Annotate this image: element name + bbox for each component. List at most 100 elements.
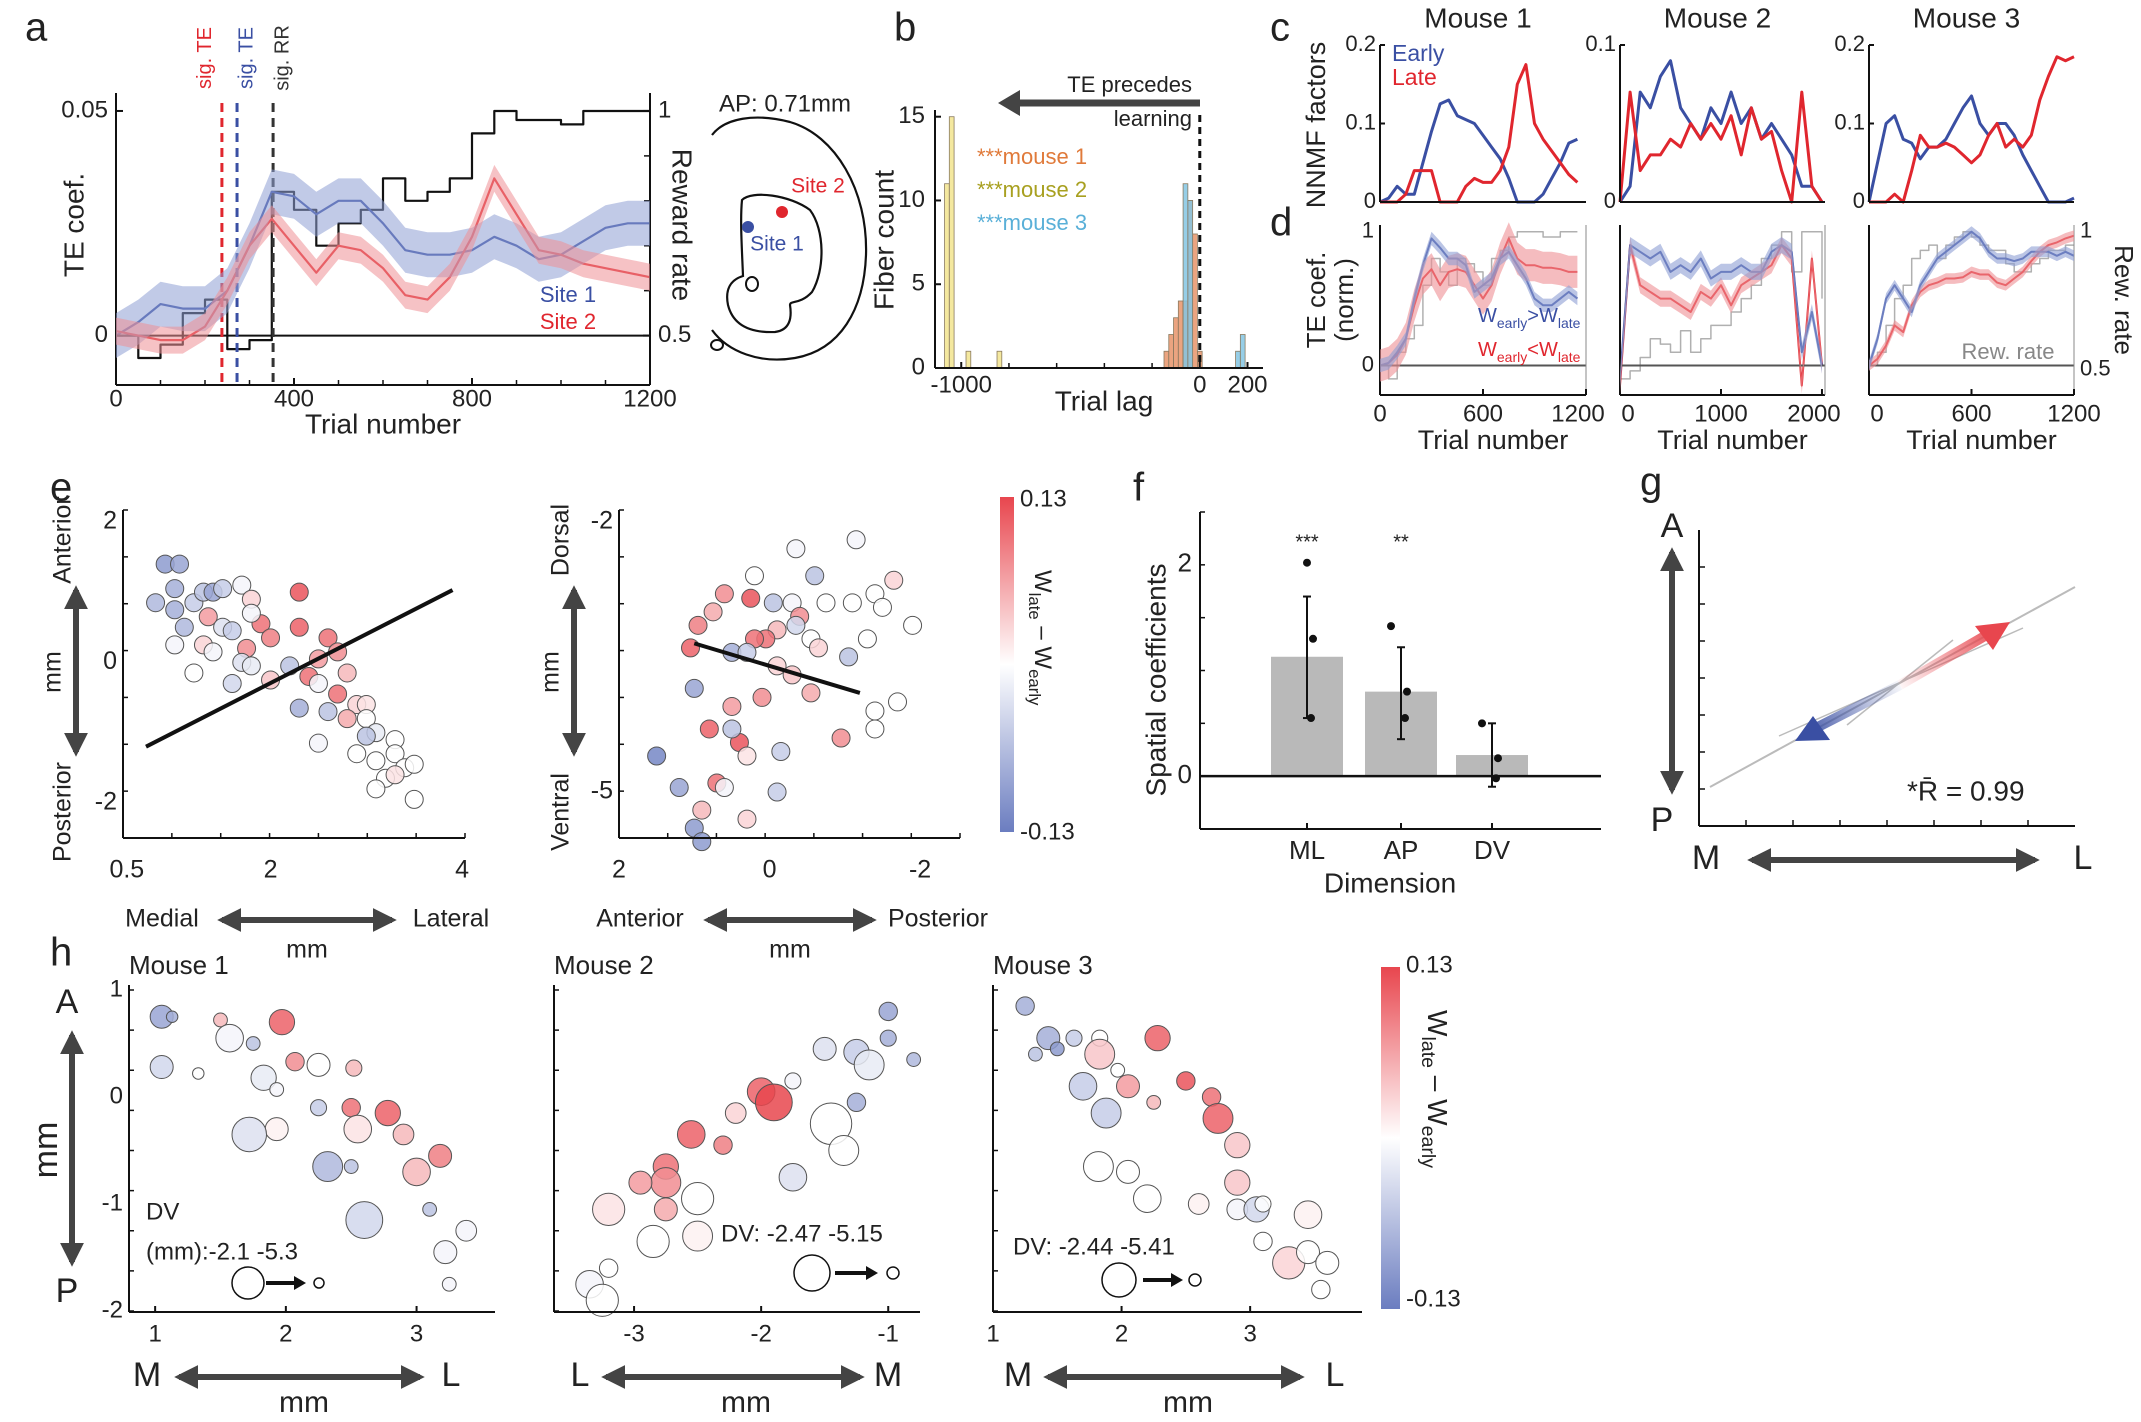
x-axis-left-label: Medial bbox=[125, 905, 199, 933]
label-part: – bbox=[1029, 620, 1056, 647]
scatter-point bbox=[767, 782, 787, 802]
scatter-point bbox=[165, 579, 185, 599]
colorbar-label: Wlate – Wearly bbox=[1417, 1010, 1453, 1168]
colorbar bbox=[1000, 497, 1014, 832]
legend-early-less: Wearly<Wlate bbox=[1478, 339, 1581, 365]
arrow-right-icon bbox=[294, 1276, 306, 1290]
late-error-band bbox=[1869, 230, 2074, 371]
significance-stars: ** bbox=[1393, 531, 1409, 553]
x-tick-label: -1000 bbox=[931, 371, 992, 398]
label-part: W bbox=[1422, 1010, 1453, 1037]
colorbar-e: 0.13 -0.13 bbox=[1000, 485, 1075, 845]
significance-stars: *** bbox=[1295, 531, 1319, 553]
scatter-point bbox=[786, 539, 806, 559]
early-error-band bbox=[1620, 237, 1822, 387]
y-axis-bottom-label: Ventral bbox=[547, 773, 575, 851]
y-tick-label: 1 bbox=[1362, 218, 1374, 243]
scatter-point bbox=[170, 554, 190, 574]
scatter-point bbox=[308, 673, 328, 693]
panel-letter-c: c bbox=[1270, 6, 1290, 50]
y2-tick-label: 1 bbox=[2080, 218, 2092, 243]
data-point bbox=[1478, 719, 1486, 728]
scatter-point bbox=[801, 683, 821, 703]
x-tick-label: 1000 bbox=[1694, 400, 1747, 427]
scatter-point bbox=[839, 647, 859, 667]
x-axis-unit: mm bbox=[769, 936, 811, 964]
x-axis-label: Trial number bbox=[1906, 425, 2057, 455]
dorsal-size-legend-circle bbox=[1101, 1262, 1137, 1298]
bubble-point bbox=[343, 1114, 373, 1144]
scatter-point bbox=[816, 593, 836, 613]
y-tick-label: -2 bbox=[102, 1296, 123, 1323]
panel-letter-h: h bbox=[50, 931, 72, 975]
y2-tick-label: 0.5 bbox=[658, 321, 691, 348]
scatter-point bbox=[752, 687, 772, 707]
y-tick-label: 0.2 bbox=[1345, 31, 1376, 56]
scatter-point bbox=[647, 746, 667, 766]
panel-letter-d: d bbox=[1270, 201, 1292, 245]
scatter-point bbox=[318, 702, 338, 722]
bubble-point bbox=[422, 1201, 438, 1217]
ventral-size-legend-circle bbox=[1188, 1273, 1202, 1287]
label-part: W bbox=[1422, 1099, 1453, 1126]
site-1-label: Site 1 bbox=[750, 233, 804, 256]
x-axis-left-label: L bbox=[571, 1356, 590, 1394]
dv-legend-label: DV bbox=[146, 1198, 179, 1225]
scatter-point bbox=[337, 709, 357, 729]
late-factor-line bbox=[1618, 90, 1824, 204]
histogram-bar bbox=[1192, 233, 1198, 369]
bubble-point bbox=[285, 1051, 305, 1072]
bubble-point bbox=[628, 1170, 653, 1195]
scatter-point bbox=[842, 593, 862, 613]
y-tick-label: 0 bbox=[1362, 351, 1374, 376]
bubble-point bbox=[846, 1092, 867, 1113]
scatter-point bbox=[198, 607, 218, 627]
x-tick-label: DV bbox=[1474, 835, 1511, 865]
scatter-point bbox=[741, 588, 761, 608]
scatter-point bbox=[385, 744, 405, 764]
scatter-point bbox=[165, 600, 185, 620]
histogram-bar bbox=[948, 116, 955, 369]
x-tick-label: 1200 bbox=[2047, 400, 2100, 427]
y2-axis-label: Reward rate bbox=[667, 149, 698, 302]
histogram-bar bbox=[996, 350, 1003, 369]
annotation-line-1: TE precedes bbox=[1067, 72, 1192, 97]
brain-detail-outline bbox=[710, 339, 724, 351]
posterior-label: P bbox=[1651, 801, 1674, 839]
bubble-point bbox=[1082, 1151, 1114, 1183]
anterior-label: A bbox=[56, 983, 79, 1021]
y-tick-label: 2 bbox=[103, 507, 117, 535]
x-axis-right-label: Posterior bbox=[888, 905, 988, 933]
scatter-point bbox=[669, 778, 689, 798]
bubble-point bbox=[636, 1224, 670, 1259]
bubble-point bbox=[1049, 1041, 1065, 1057]
data-point bbox=[1387, 622, 1395, 631]
scatter-point bbox=[366, 779, 386, 799]
scatter-point bbox=[261, 628, 281, 648]
early-error-band bbox=[1380, 231, 1578, 373]
bubble-point bbox=[264, 1117, 289, 1142]
arrow-right-icon bbox=[866, 1266, 878, 1280]
x-tick-label: -2 bbox=[750, 1320, 771, 1347]
bubble-point bbox=[650, 1167, 682, 1199]
bubble-point bbox=[1065, 1029, 1083, 1047]
y-tick-label: 15 bbox=[898, 102, 925, 129]
label-part: W bbox=[1539, 339, 1558, 361]
bubble-point bbox=[778, 1162, 808, 1192]
x-tick-label: 3 bbox=[410, 1320, 423, 1347]
scatter-point bbox=[203, 642, 223, 662]
y-tick-label: 0.05 bbox=[61, 96, 108, 123]
bubble-point bbox=[245, 1036, 261, 1051]
panel-e-left: 0.5 2 4 2 0 -2 Medial Lateral mm Anterior mm Poster… bbox=[39, 496, 490, 963]
label-part: late bbox=[1558, 349, 1581, 365]
scatter-point bbox=[241, 603, 261, 623]
x-axis-label: Trial number bbox=[305, 408, 461, 439]
bubble-point bbox=[653, 1197, 678, 1222]
scatter-point bbox=[318, 628, 338, 648]
legend-mouse-2: ***mouse 2 bbox=[977, 177, 1087, 202]
x-tick-label: 1200 bbox=[623, 385, 676, 412]
x-axis-unit: mm bbox=[279, 1386, 329, 1419]
bubble-point bbox=[1296, 1240, 1320, 1265]
label-part: early bbox=[1497, 315, 1527, 331]
